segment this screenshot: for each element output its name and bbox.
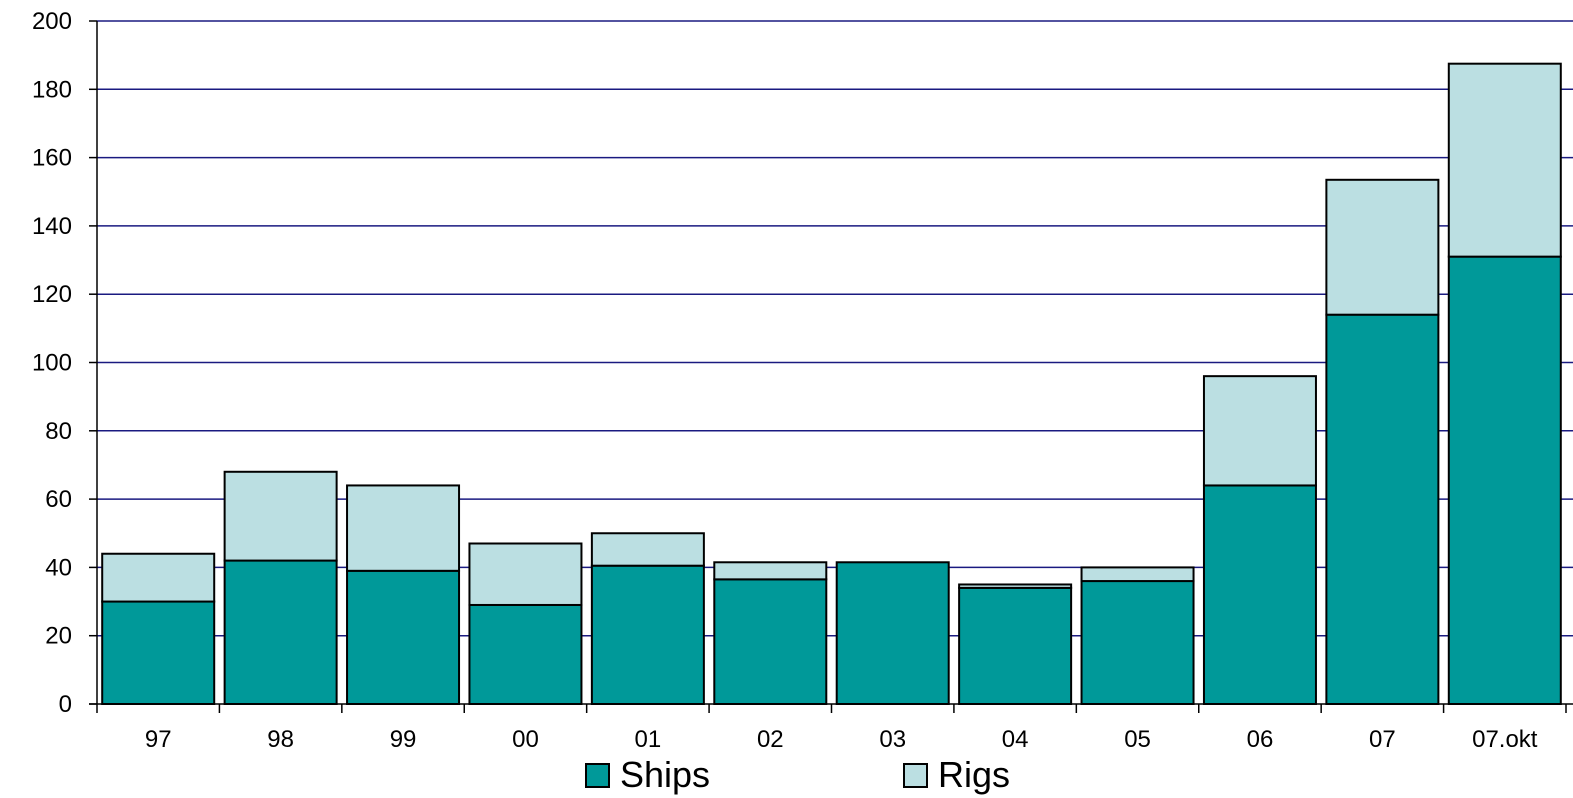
x-tick-label: 07.okt xyxy=(1472,726,1538,752)
bar-segment-ships-06 xyxy=(1202,484,1317,705)
bar-segment-ships-05 xyxy=(1080,580,1195,705)
legend-swatch-rigs xyxy=(903,762,928,788)
stacked-bar-chart: 0 20 40 60 80 100 120 140 160 180 200 97 98 99 00 01 02 0… xyxy=(32,8,1573,752)
bar-segment-ships-07.okt xyxy=(1447,255,1562,705)
bar-segment-ships-07 xyxy=(1325,313,1440,705)
x-tick-label: 00 xyxy=(512,726,539,752)
bar-segment-rigs-01 xyxy=(590,532,705,567)
bar-segment-rigs-02 xyxy=(713,561,828,581)
x-tick-label: 04 xyxy=(1002,726,1029,752)
y-tick-label: 20 xyxy=(45,623,72,650)
bar-segment-ships-99 xyxy=(346,569,461,705)
y-tick-label: 120 xyxy=(32,281,72,308)
y-tick-label: 160 xyxy=(32,145,72,172)
x-tick-label: 07 xyxy=(1369,726,1396,752)
legend-item-ships: Ships xyxy=(585,752,710,798)
bar-segment-ships-98 xyxy=(223,559,338,705)
y-tick-label: 200 xyxy=(32,8,72,35)
y-tick-label: 180 xyxy=(32,76,72,103)
bar-segment-rigs-04 xyxy=(958,583,1073,589)
legend-label-rigs: Rigs xyxy=(938,754,1011,795)
legend: Ships Rigs xyxy=(0,752,1573,798)
y-tick-label: 140 xyxy=(32,213,72,240)
bar-segment-ships-04 xyxy=(958,586,1073,706)
y-tick-label: 40 xyxy=(45,554,72,581)
bar-segment-ships-01 xyxy=(590,564,705,705)
bar-segment-rigs-06 xyxy=(1202,375,1317,487)
x-tick-label: 97 xyxy=(145,726,172,752)
x-tick-label: 06 xyxy=(1247,726,1274,752)
bar-segment-ships-02 xyxy=(713,578,828,705)
x-tick-label: 05 xyxy=(1124,726,1151,752)
bar-segment-rigs-99 xyxy=(346,484,461,572)
bar-segment-rigs-05 xyxy=(1080,566,1195,583)
tick-labels: 0 20 40 60 80 100 120 140 160 180 200 97 98 99 00 01 02 0… xyxy=(32,8,1538,752)
bar-segment-ships-97 xyxy=(101,600,216,705)
x-tick-label: 98 xyxy=(267,726,294,752)
x-tick-label: 01 xyxy=(635,726,662,752)
gridlines xyxy=(97,20,1573,637)
legend-item-rigs: Rigs xyxy=(903,752,1010,798)
bar-segment-rigs-00 xyxy=(468,542,583,606)
legend-swatch-ships xyxy=(585,762,610,788)
y-tick-label: 60 xyxy=(45,486,72,513)
bar-segment-rigs-07.okt xyxy=(1447,62,1562,258)
bar-segment-rigs-97 xyxy=(101,552,216,603)
y-tick-label: 100 xyxy=(32,350,72,377)
bars xyxy=(101,62,1562,706)
axes xyxy=(89,20,1573,713)
x-tick-label: 99 xyxy=(390,726,417,752)
x-tick-label: 03 xyxy=(879,726,906,752)
x-tick-label: 02 xyxy=(757,726,784,752)
bar-segment-ships-03 xyxy=(835,561,950,706)
legend-label-ships: Ships xyxy=(620,754,711,795)
y-tick-label: 0 xyxy=(59,691,72,718)
bar-segment-rigs-98 xyxy=(223,470,338,562)
bar-segment-ships-00 xyxy=(468,603,583,706)
y-tick-label: 80 xyxy=(45,418,72,445)
bar-segment-rigs-07 xyxy=(1325,178,1440,316)
